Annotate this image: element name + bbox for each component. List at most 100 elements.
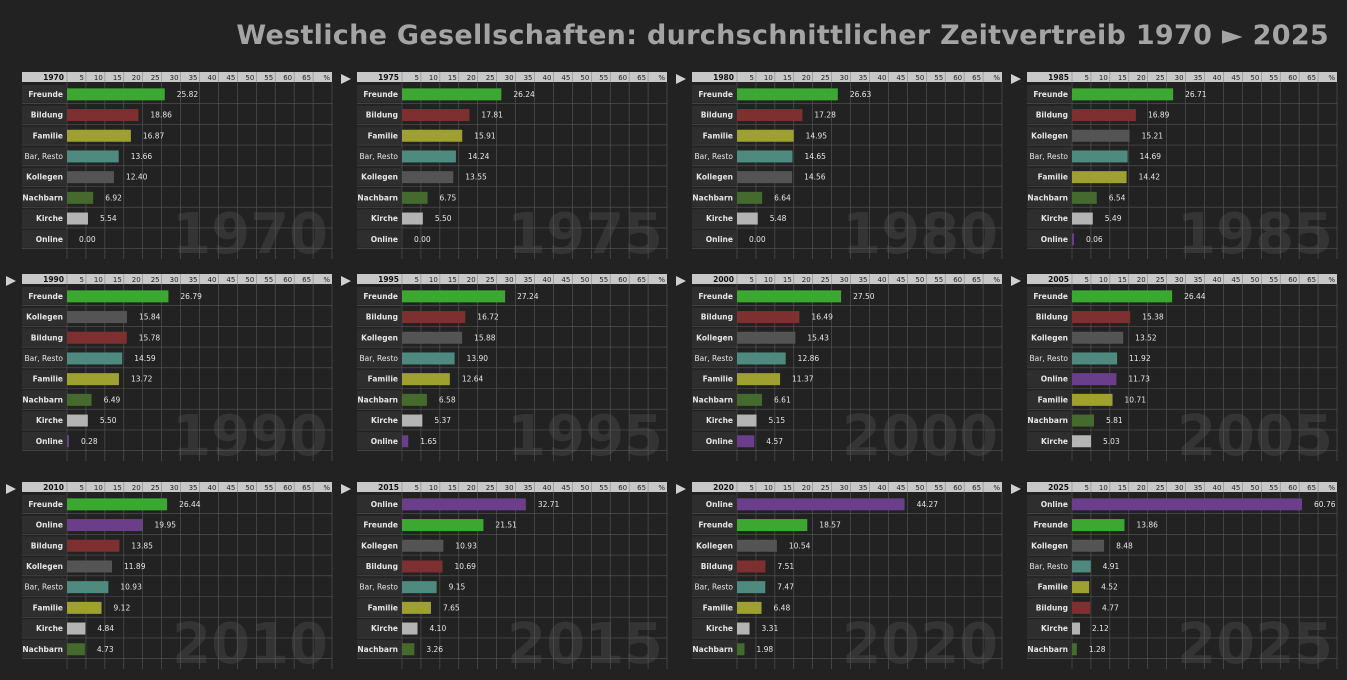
bar	[1072, 581, 1090, 594]
tick-label: 30	[505, 484, 514, 492]
value-label: 1.98	[756, 645, 773, 654]
category-cell	[357, 431, 401, 450]
tick-label: 20	[1137, 484, 1146, 492]
bar	[402, 191, 428, 204]
bar	[402, 601, 431, 614]
category-label: Kirche	[371, 214, 398, 223]
value-label: 11.73	[1128, 375, 1150, 384]
category-label: Online	[1041, 500, 1068, 509]
tick-label: 50	[580, 484, 589, 492]
bar	[402, 539, 444, 552]
tick-label: 50	[580, 74, 589, 82]
category-cell	[357, 495, 401, 513]
value-label: 32.71	[538, 500, 560, 509]
bar	[737, 171, 793, 184]
tick-label: 20	[467, 276, 476, 284]
category-cell	[357, 369, 401, 388]
bar	[67, 414, 88, 427]
tick-label: 25	[151, 276, 160, 284]
chart-panel: 1975 1975 5 10 15 20 25 30 35 40 45 50 55 60 65 % Freund…	[341, 72, 668, 267]
tick-label: %	[1328, 276, 1335, 284]
value-label: 16.72	[477, 313, 499, 322]
value-label: 5.81	[1106, 416, 1123, 425]
value-label: 17.28	[814, 111, 836, 120]
tick-label: 25	[486, 484, 495, 492]
tick-label: 55	[264, 484, 273, 492]
tick-label: 10	[764, 276, 773, 284]
tick-label: 60	[1288, 484, 1297, 492]
tick-label: 10	[429, 276, 438, 284]
category-cell	[22, 328, 66, 347]
category-cell	[357, 147, 401, 165]
bar	[737, 331, 796, 344]
panel-year: 1970	[43, 73, 64, 82]
tick-label: 50	[1250, 484, 1259, 492]
category-cell	[22, 536, 66, 555]
category-cell	[692, 167, 736, 186]
tick-label: 65	[1307, 484, 1316, 492]
bar	[1072, 560, 1091, 573]
panel-year: 2025	[1048, 483, 1069, 492]
value-label: 7.47	[777, 583, 794, 592]
value-label: 14.95	[806, 131, 828, 140]
panel-year: 2010	[43, 483, 64, 492]
category-label: Online	[706, 500, 733, 509]
value-label: 16.87	[143, 131, 165, 140]
value-label: 10.93	[120, 583, 142, 592]
tick-label: 60	[953, 484, 962, 492]
category-cell	[692, 85, 736, 103]
bar	[402, 88, 502, 101]
tick-label: 40	[208, 276, 217, 284]
value-label: 13.52	[1135, 333, 1157, 342]
tick-label: 40	[878, 484, 887, 492]
tick-label: 45	[1231, 276, 1240, 284]
value-label: 18.86	[150, 111, 172, 120]
bar	[737, 311, 800, 324]
tick-label: 60	[953, 276, 962, 284]
category-cell	[22, 229, 66, 248]
header-band	[1027, 274, 1337, 284]
value-label: 0.06	[1086, 235, 1103, 244]
category-label: Familie	[1038, 395, 1068, 404]
category-cell	[1027, 495, 1071, 513]
bar	[737, 150, 793, 163]
tick-label: 10	[94, 74, 103, 82]
category-cell	[1027, 167, 1071, 186]
value-label: 12.86	[798, 354, 820, 363]
category-label: Kirche	[706, 624, 733, 633]
category-label: Kollegen	[696, 541, 733, 550]
value-label: 4.52	[1101, 583, 1118, 592]
tick-label: 50	[245, 276, 254, 284]
value-label: 26.79	[180, 292, 202, 301]
category-label: Nachbarn	[357, 395, 398, 404]
sequence-arrow-icon	[341, 276, 351, 286]
category-cell	[1027, 85, 1071, 103]
sequence-arrow-icon	[1011, 74, 1021, 84]
category-label: Familie	[33, 131, 63, 140]
panel-year: 1990	[43, 275, 64, 284]
category-cell	[692, 431, 736, 450]
category-label: Bildung	[701, 111, 733, 120]
bar	[67, 601, 102, 614]
category-label: Online	[371, 500, 398, 509]
bar	[67, 622, 86, 635]
tick-label: 5	[79, 74, 83, 82]
category-cell	[357, 639, 401, 658]
tick-label: 5	[414, 74, 418, 82]
tick-label: %	[658, 484, 665, 492]
category-cell	[22, 167, 66, 186]
bar	[1072, 519, 1125, 532]
value-label: 5.50	[100, 416, 117, 425]
category-label: Online	[1041, 375, 1068, 384]
category-label: Bar, Resto	[694, 152, 733, 161]
category-label: Bar, Resto	[24, 152, 63, 161]
value-label: 25.82	[177, 90, 199, 99]
category-cell	[1027, 598, 1071, 617]
tick-label: 40	[543, 74, 552, 82]
tick-label: 35	[859, 484, 868, 492]
panel-year: 1995	[378, 275, 399, 284]
sequence-arrow-icon	[676, 74, 686, 84]
category-cell	[692, 619, 736, 637]
bar	[67, 393, 92, 406]
value-label: 14.69	[1140, 152, 1162, 161]
